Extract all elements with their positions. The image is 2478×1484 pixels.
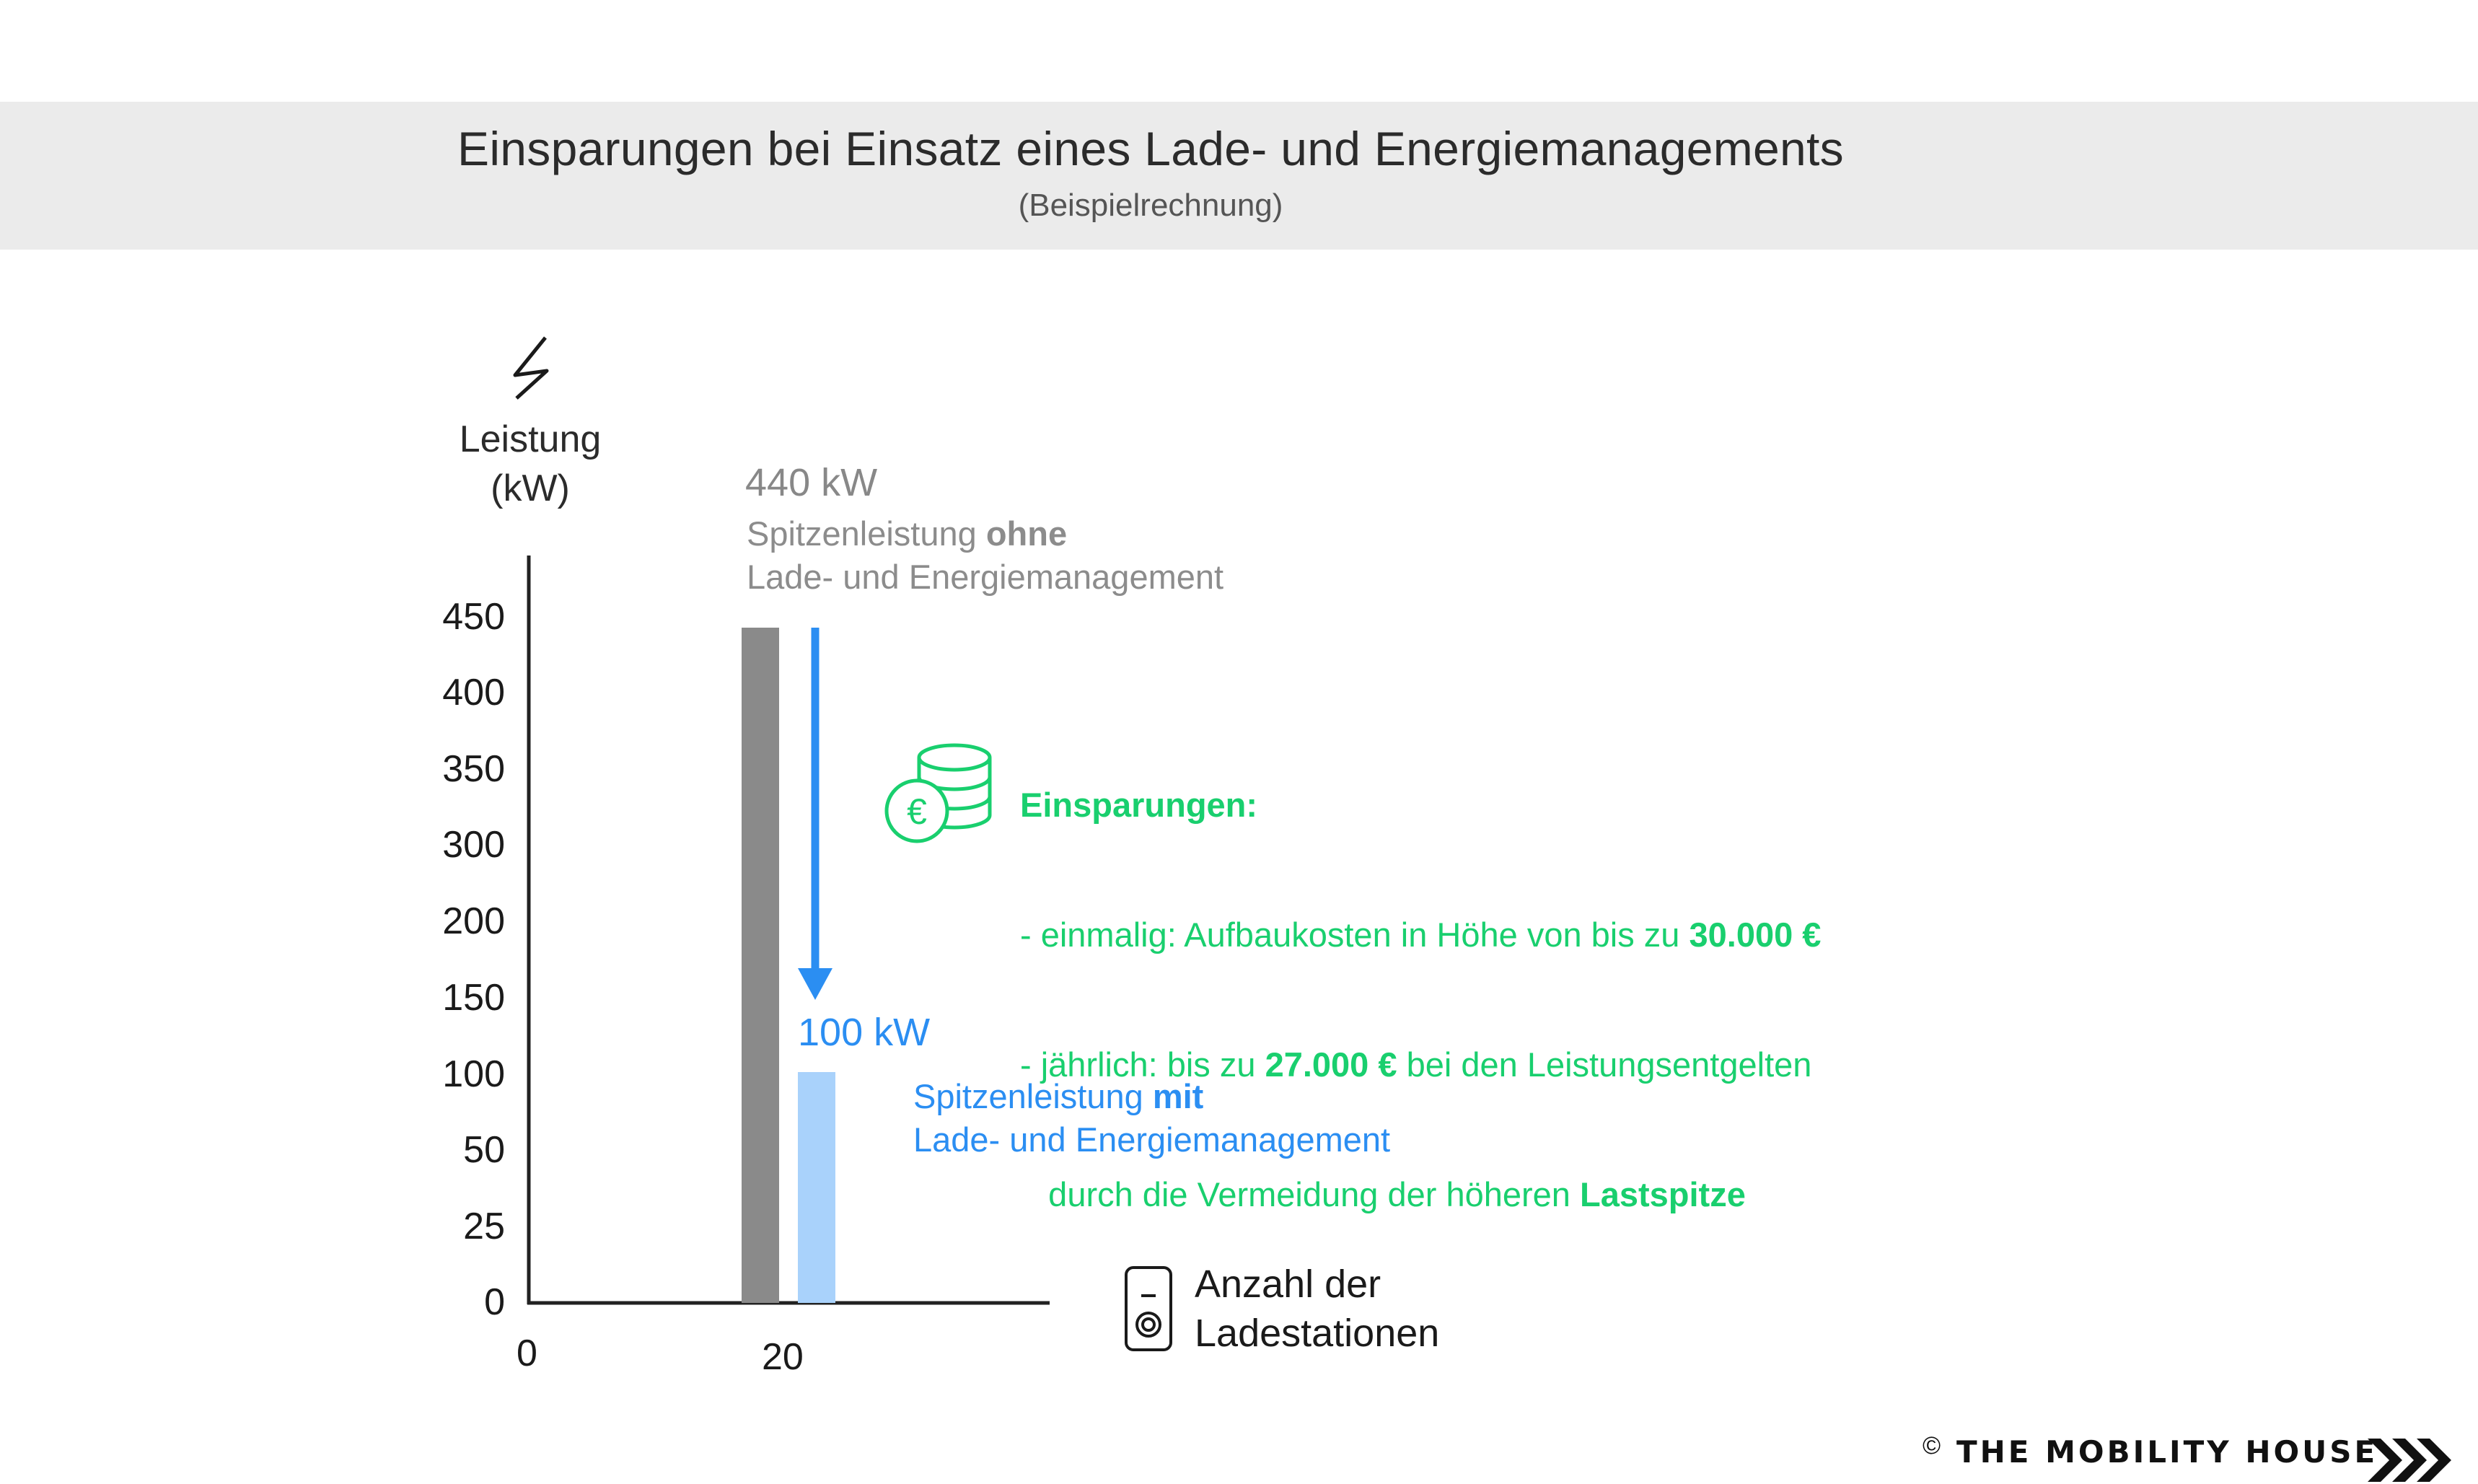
brand-logo-text: THE MOBILITY HOUSE [1956,1434,2378,1470]
peak-with-bold: mit [1152,1077,1204,1115]
y-axis-label-line2: (kW) [491,467,570,509]
bar-without-management [742,628,779,1303]
y-axis-label-line1: Leistung [459,418,602,460]
svg-text:€: € [907,791,927,832]
peak-with-line2: Lade- und Energiemanagement [913,1120,1391,1159]
chart-title: Einsparungen bei Einsatz eines Lade- und… [457,122,1844,175]
y-tick-label: 150 [442,977,505,1019]
x-tick-label: 0 [517,1332,537,1374]
y-axis-label: Leistung (kW) [426,415,635,513]
savings-line2: - jährlich: bis zu [1020,1045,1265,1084]
x-axis-label-line1: Anzahl der [1195,1263,1381,1306]
savings-line2-amount: 27.000 € [1265,1045,1397,1084]
savings-note: Einsparungen: - einmalig: Aufbaukosten i… [1020,697,1821,1260]
copyright-symbol: © [1923,1432,1941,1459]
y-tick-label: 400 [442,672,505,714]
peak-without-bold: ohne [985,514,1068,553]
y-tick-label: 100 [442,1053,505,1095]
savings-heading: Einsparungen: [1020,786,1258,824]
chart-subtitle: (Beispielrechnung) [1018,188,1283,223]
x-axis-label-line2: Ladestationen [1195,1312,1440,1355]
peak-without-note: Spitzenleistung ohne Lade- und Energiema… [747,512,1223,599]
lightning-icon [513,336,549,400]
header-band [0,102,2478,250]
peak-without-line2: Lade- und Energiemanagement [747,558,1224,596]
peak-with-note: Spitzenleistung mit Lade- und Energieman… [913,1075,1390,1162]
savings-line2-rest: bei den Leistungsentgelten [1397,1045,1812,1084]
reduction-arrow [798,628,832,1000]
savings-line3: durch die Vermeidung der höheren [1020,1175,1581,1213]
savings-line3-bold: Lastspitze [1580,1175,1746,1213]
y-tick-label: 200 [442,900,505,942]
x-axis-label: Anzahl der Ladestationen [1195,1260,1439,1358]
y-tick-label: 0 [484,1281,505,1323]
peak-without-value: 440 kW [745,461,878,504]
y-tick-label: 300 [442,824,505,866]
x-tick-label: 20 [762,1336,804,1378]
peak-without-text: Spitzenleistung [747,514,986,553]
coins-euro-icon: € [884,743,992,843]
y-tick-label: 450 [442,596,505,638]
y-tick-label: 25 [463,1206,505,1247]
y-tick-label: 50 [463,1129,505,1171]
peak-with-text: Spitzenleistung [913,1077,1153,1115]
y-tick-label: 350 [442,748,505,790]
peak-with-value: 100 kW [798,1011,931,1054]
savings-line1: - einmalig: Aufbaukosten in Höhe von bis… [1020,916,1690,954]
charging-station-icon [1125,1266,1172,1351]
bar-with-management [798,1072,835,1303]
savings-line1-amount: 30.000 € [1689,916,1822,954]
chevrons-right-icon [2368,1439,2451,1482]
